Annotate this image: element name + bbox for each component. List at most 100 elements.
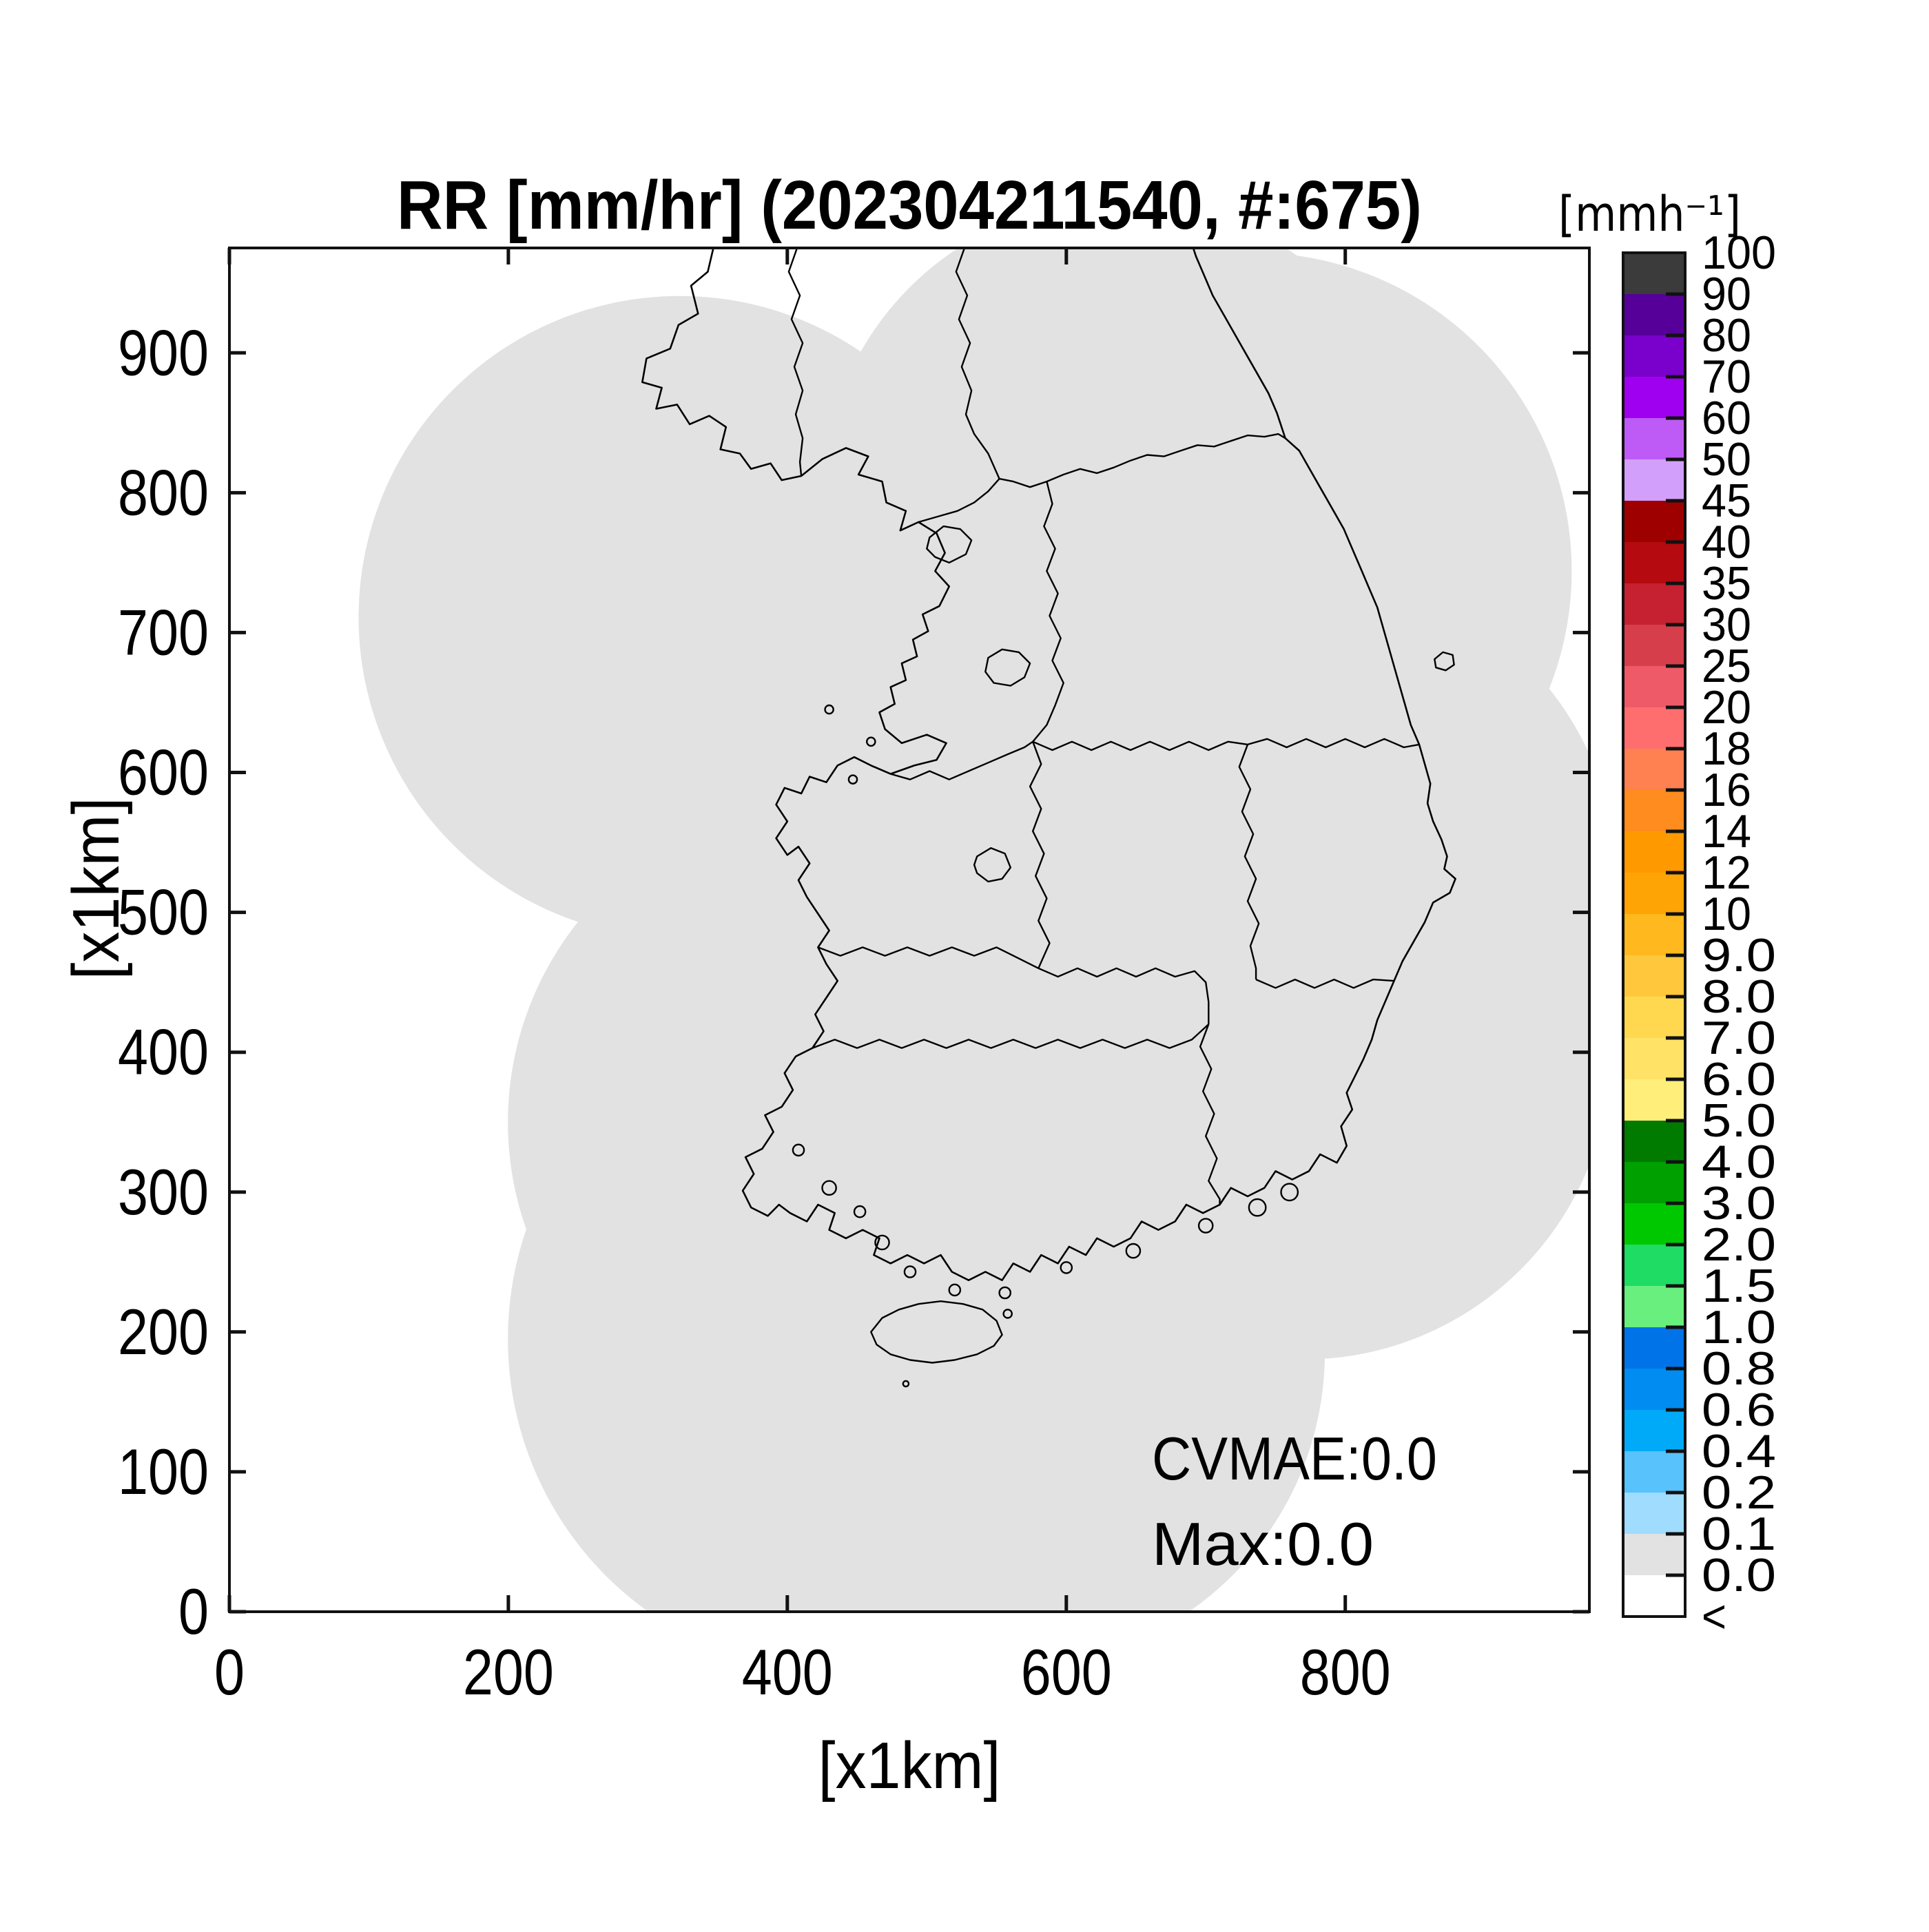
island-outline xyxy=(853,1205,867,1218)
y-tick-label: 100 xyxy=(118,1435,209,1508)
colorbar-label: 14 xyxy=(1702,805,1751,858)
y-tick-label: 500 xyxy=(118,876,209,948)
colorbar-label: 1.5 xyxy=(1702,1260,1776,1312)
y-tick-label: 400 xyxy=(118,1016,209,1088)
colorbar-segment xyxy=(1623,294,1685,335)
colorbar-label: 90 xyxy=(1702,268,1751,320)
colorbar-segment xyxy=(1623,873,1685,914)
colorbar-segment xyxy=(1623,1079,1685,1121)
island-outline xyxy=(1002,1309,1013,1319)
province-border xyxy=(1032,738,1420,751)
colorbar-label: 8.0 xyxy=(1702,970,1776,1023)
colorbar-label: 10 xyxy=(1702,888,1751,940)
colorbar-label: 50 xyxy=(1702,433,1751,486)
y-axis-label: [x1km] xyxy=(59,798,133,980)
island-outline xyxy=(792,1143,805,1157)
province-border xyxy=(1032,481,1064,742)
x-tick-label: 200 xyxy=(463,1636,554,1708)
province-border xyxy=(1199,1024,1221,1205)
colorbar-segment xyxy=(1623,1369,1685,1410)
colorbar-segment xyxy=(1623,542,1685,583)
colorbar: 100908070605045403530252018161412109.08.… xyxy=(1622,227,1776,1643)
colorbar-label: 18 xyxy=(1702,723,1751,775)
radar-coverage-circle xyxy=(508,1004,1179,1610)
radar-coverage xyxy=(358,249,1588,1610)
district-ring xyxy=(926,525,973,564)
colorbar-label: 0.2 xyxy=(1702,1466,1776,1519)
x-tick-label: 600 xyxy=(1021,1636,1112,1708)
max-annotation: Max:0.0 xyxy=(1152,1510,1374,1578)
cvmae-annotation: CVMAE:0.0 xyxy=(1152,1424,1437,1493)
colorbar-segment xyxy=(1623,1493,1685,1534)
colorbar-segment xyxy=(1623,1245,1685,1286)
island-outline xyxy=(874,1234,890,1251)
colorbar-label: 40 xyxy=(1702,516,1751,568)
colorbar-label: 25 xyxy=(1702,640,1751,692)
colorbar-label: 30 xyxy=(1702,599,1751,651)
korea-coastline xyxy=(641,249,1456,1281)
island-outline xyxy=(821,1180,837,1196)
island-outline xyxy=(902,1380,910,1388)
x-tick-label: 400 xyxy=(742,1636,833,1708)
plot-frame xyxy=(228,247,1591,1613)
province-border xyxy=(918,433,1286,523)
island-outline xyxy=(903,1265,917,1278)
colorbar-label: 100 xyxy=(1702,227,1776,279)
colorbar-segment xyxy=(1623,253,1685,294)
figure-title: RR [mm/hr] (202304211540, #:675) xyxy=(397,167,1422,244)
island-outline xyxy=(1125,1243,1142,1259)
colorbar-segment xyxy=(1623,1286,1685,1327)
colorbar-segment xyxy=(1623,707,1685,749)
colorbar-segment xyxy=(1623,790,1685,831)
korea-map xyxy=(641,249,1456,1388)
island-outline xyxy=(847,774,858,785)
colorbar-label: 12 xyxy=(1702,846,1751,899)
x-tick-label: 800 xyxy=(1300,1636,1391,1708)
axis-tick-labels: 0 200 400 600 800 0 100 200 300 400 500 600 700 800 90… xyxy=(118,316,1391,1708)
plot-frame-group xyxy=(228,247,1591,1613)
colorbar-segment xyxy=(1623,1410,1685,1451)
colorbar-label: 0.1 xyxy=(1702,1508,1776,1560)
island-outline xyxy=(1280,1183,1299,1202)
colorbar-label: 0.4 xyxy=(1702,1425,1776,1477)
colorbar-label: 3.0 xyxy=(1702,1177,1776,1229)
colorbar-label: 6.0 xyxy=(1702,1053,1776,1105)
colorbar-segment xyxy=(1623,955,1685,997)
colorbar-label: 16 xyxy=(1702,764,1751,816)
province-border xyxy=(1255,978,1394,989)
island-outline xyxy=(824,704,834,715)
district-ring xyxy=(973,847,1011,883)
colorbar-label: 5.0 xyxy=(1702,1094,1776,1147)
colorbar-segment xyxy=(1623,377,1685,418)
province-border xyxy=(787,249,804,477)
y-tick-label: 600 xyxy=(118,736,209,809)
district-ring xyxy=(1434,651,1455,672)
colorbar-segment xyxy=(1623,831,1685,873)
y-tick-label: 300 xyxy=(118,1156,209,1228)
island-outline xyxy=(1060,1261,1073,1274)
colorbar-label: 60 xyxy=(1702,392,1751,444)
colorbar-segment xyxy=(1623,1451,1685,1493)
colorbar-label: 35 xyxy=(1702,557,1751,610)
colorbar-segment xyxy=(1623,1038,1685,1079)
district-ring xyxy=(870,1300,1003,1364)
axis-ticks xyxy=(227,248,1589,1614)
colorbar-segment xyxy=(1623,418,1685,459)
colorbar-label: 1.0 xyxy=(1702,1301,1776,1353)
colorbar-label: < xyxy=(1702,1590,1726,1643)
island-outline xyxy=(1248,1198,1267,1217)
colorbar-segment xyxy=(1623,335,1685,377)
province-border xyxy=(1238,744,1260,980)
x-tick-label: 0 xyxy=(214,1636,245,1708)
colorbar-label: 2.0 xyxy=(1702,1218,1776,1271)
colorbar-segment xyxy=(1623,1121,1685,1162)
island-outline xyxy=(1197,1218,1214,1234)
province-border xyxy=(817,946,1039,969)
colorbar-segment xyxy=(1623,997,1685,1038)
colorbar-outline xyxy=(1622,251,1686,1618)
colorbar-label: 20 xyxy=(1702,681,1751,734)
colorbar-segment xyxy=(1623,1534,1685,1575)
colorbar-label: 0.6 xyxy=(1702,1384,1776,1436)
colorbar-segment xyxy=(1623,1575,1685,1617)
